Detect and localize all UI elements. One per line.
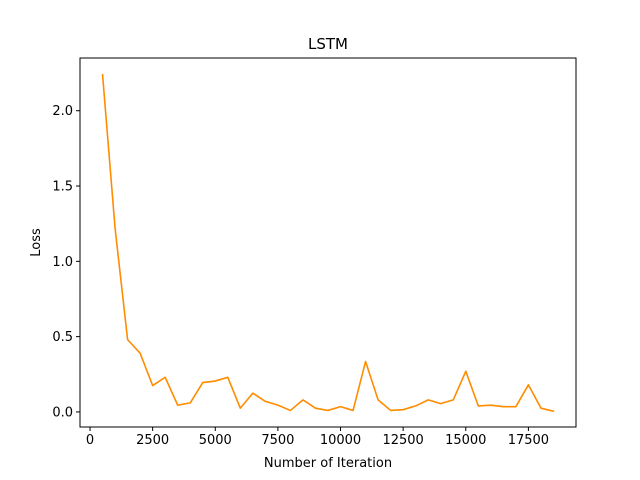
x-tick-label: 17500 <box>508 433 549 448</box>
chart-title: LSTM <box>308 35 348 53</box>
y-tick-label: 2.0 <box>52 104 73 119</box>
x-tick-label: 0 <box>86 433 94 448</box>
y-tick-label: 1.5 <box>52 180 73 195</box>
axes-frame <box>79 57 577 428</box>
y-axis-label: Loss <box>29 228 44 257</box>
x-tick-label: 7500 <box>261 433 294 448</box>
x-tick-label: 2500 <box>136 433 169 448</box>
x-tick-label: 10000 <box>320 433 361 448</box>
y-tick-label: 1.0 <box>52 255 73 270</box>
x-tick-label: 12500 <box>382 433 423 448</box>
x-tick-label: 5000 <box>199 433 232 448</box>
y-tick-label: 0.0 <box>52 405 73 420</box>
plot-area <box>101 73 555 412</box>
y-tick-label: 0.5 <box>52 330 73 345</box>
x-tick-label: 15000 <box>445 433 486 448</box>
y-axis: 0.0 0.5 1.0 1.5 2.0 <box>52 104 80 420</box>
x-axis: 0 2500 5000 7500 10000 12500 15000 17500 <box>86 427 549 448</box>
series-line <box>101 73 555 412</box>
x-axis-label: Number of Iteration <box>264 456 392 471</box>
